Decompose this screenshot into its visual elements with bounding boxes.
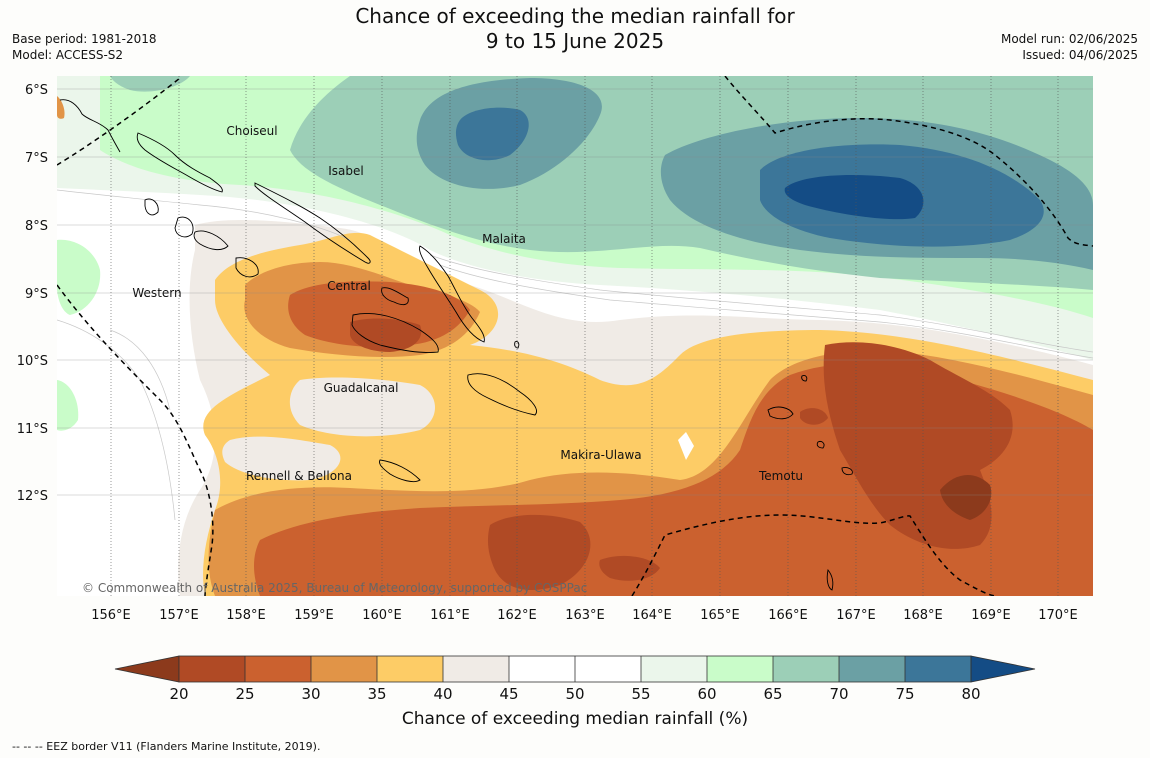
colorbar-tick: 20	[169, 685, 188, 703]
colorbar-tick: 60	[697, 685, 716, 703]
lat-label: 7°S	[25, 151, 48, 166]
colorbar-swatch	[641, 656, 707, 682]
colorbar-tick: 30	[301, 685, 320, 703]
colorbar-swatch	[707, 656, 773, 682]
lon-label: 158°E	[226, 608, 266, 623]
lat-labels: 6°S 7°S 8°S 9°S 10°S 11°S 12°S	[17, 83, 48, 504]
lon-labels: 156°E 157°E 158°E 159°E 160°E 161°E 162°…	[91, 608, 1078, 623]
colorbar-tick: 70	[829, 685, 848, 703]
province-label-western: Western	[132, 286, 181, 300]
colorbar-tick: 75	[895, 685, 914, 703]
colorbar-label: Chance of exceeding median rainfall (%)	[401, 709, 749, 729]
colorbar-tick: 45	[499, 685, 518, 703]
colorbar: 20 25 30 35 40 45 50 55 60 65 70 75 80	[114, 655, 1036, 703]
rainfall-contours	[57, 76, 1093, 596]
colorbar-swatch	[839, 656, 905, 682]
lon-label: 170°E	[1038, 608, 1078, 623]
meta-right: Model run: 02/06/2025 Issued: 04/06/2025	[1001, 31, 1138, 63]
meta-left: Base period: 1981-2018 Model: ACCESS-S2	[12, 31, 157, 63]
graticule	[57, 76, 1093, 596]
lon-label: 163°E	[565, 608, 605, 623]
lon-label: 160°E	[362, 608, 402, 623]
province-label-malaita: Malaita	[482, 232, 526, 246]
lon-label: 162°E	[497, 608, 537, 623]
model-name: Model: ACCESS-S2	[12, 48, 124, 62]
lat-label: 12°S	[17, 489, 48, 504]
copyright-text: © Commonwealth of Australia 2025, Bureau…	[82, 581, 587, 595]
lon-label: 161°E	[430, 608, 470, 623]
province-label-choiseul: Choiseul	[226, 124, 277, 138]
lon-label: 156°E	[91, 608, 131, 623]
coastlines	[59, 99, 853, 591]
colorbar-swatch	[311, 656, 377, 682]
province-label-guadalcanal: Guadalcanal	[324, 381, 399, 395]
colorbar-swatch	[179, 656, 245, 682]
map-title: Chance of exceeding the median rainfall …	[0, 4, 1150, 54]
lon-label: 166°E	[768, 608, 808, 623]
colorbar-tick: 35	[367, 685, 386, 703]
lat-label: 9°S	[25, 287, 48, 302]
colorbar-tick: 80	[961, 685, 980, 703]
lat-label: 8°S	[25, 219, 48, 234]
colorbar-swatch	[773, 656, 839, 682]
province-label-temotu: Temotu	[758, 469, 803, 483]
colorbar-extend-low	[114, 655, 180, 683]
colorbar-extend-high	[970, 655, 1036, 683]
lat-label: 11°S	[17, 422, 48, 437]
colorbar-swatch	[443, 656, 509, 682]
colorbar-swatch	[377, 656, 443, 682]
colorbar-swatch	[575, 656, 641, 682]
base-period: Base period: 1981-2018	[12, 32, 157, 46]
eez-legend: -- -- -- EEZ border V11 (Flanders Marine…	[12, 740, 321, 753]
lat-label: 6°S	[25, 83, 48, 98]
model-run: Model run: 02/06/2025	[1000, 32, 1138, 46]
colorbar-tick: 50	[565, 685, 584, 703]
lon-label: 164°E	[632, 608, 672, 623]
colorbar-swatch	[245, 656, 311, 682]
province-label-rennell: Rennell & Bellona	[246, 469, 352, 483]
lon-label: 169°E	[971, 608, 1011, 623]
colorbar-tick: 25	[235, 685, 254, 703]
lat-label: 10°S	[17, 354, 48, 369]
province-label-isabel: Isabel	[328, 164, 363, 178]
title-line-1: Chance of exceeding the median rainfall …	[355, 4, 795, 28]
issued-date: Issued: 04/06/2025	[1022, 48, 1138, 62]
lon-label: 165°E	[700, 608, 740, 623]
lon-label: 159°E	[294, 608, 334, 623]
colorbar-tick: 40	[433, 685, 452, 703]
lon-label: 157°E	[159, 608, 199, 623]
lon-label: 168°E	[903, 608, 943, 623]
province-labels: Choiseul Isabel Malaita Western Central …	[132, 124, 803, 483]
province-label-makira: Makira-Ulawa	[560, 448, 641, 462]
title-line-2: 9 to 15 June 2025	[485, 29, 665, 53]
lon-label: 167°E	[836, 608, 876, 623]
province-label-central: Central	[327, 279, 371, 293]
colorbar-swatch	[509, 656, 575, 682]
colorbar-swatch	[905, 656, 971, 682]
eez-border	[57, 76, 1093, 596]
colorbar-tick: 55	[631, 685, 650, 703]
colorbar-tick: 65	[763, 685, 782, 703]
